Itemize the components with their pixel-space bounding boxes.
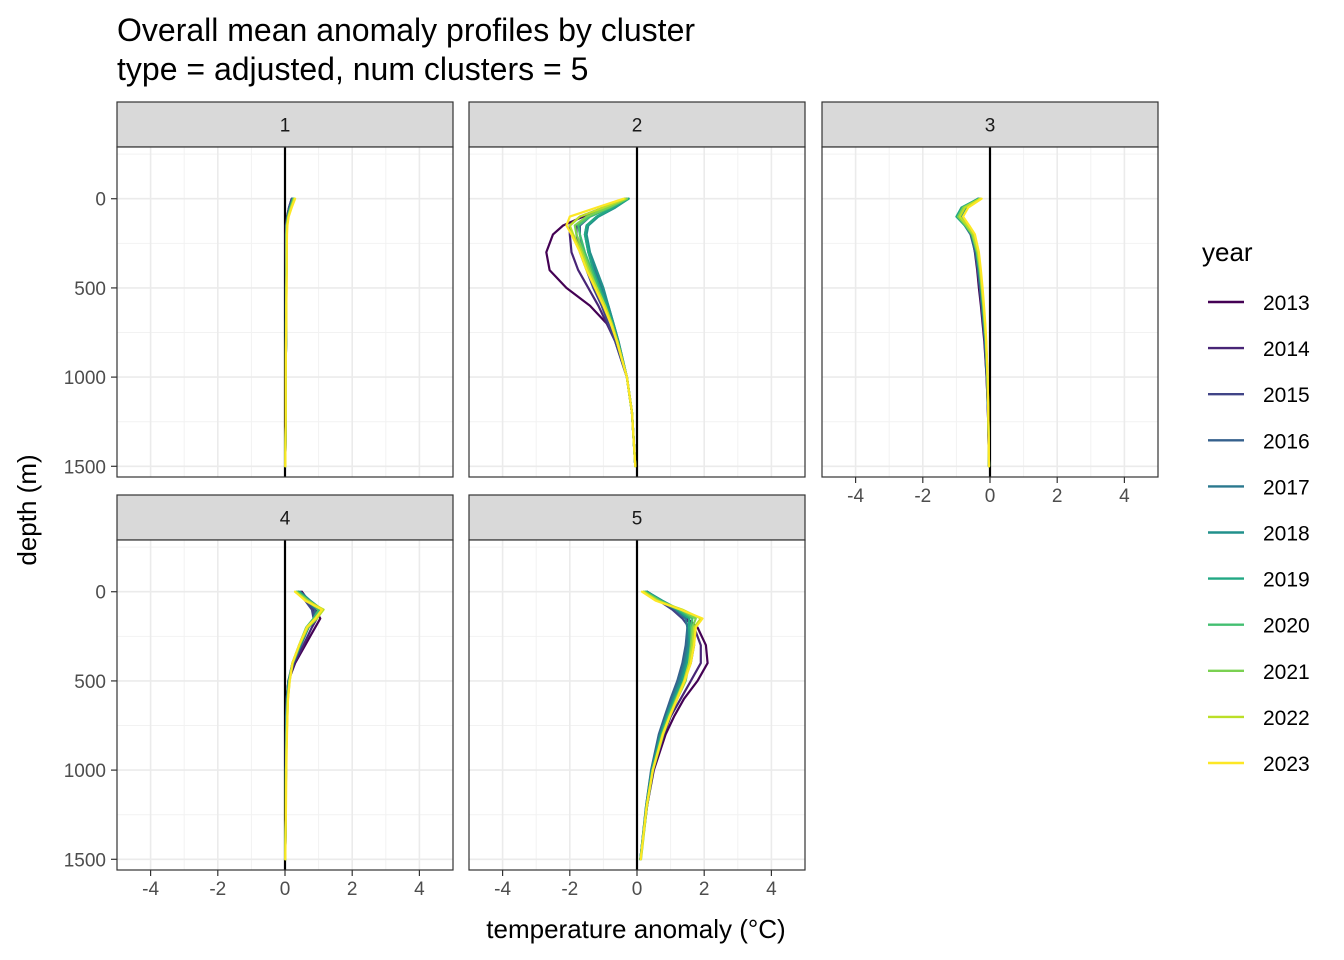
x-tick-label: -2 [914, 486, 931, 507]
panel-border [468, 146, 806, 478]
y-tick-label: 0 [95, 190, 106, 211]
series-line-2023 [284, 197, 297, 468]
series-line-2023 [961, 197, 991, 468]
facet-strip [116, 494, 454, 541]
x-tick-label: 0 [280, 879, 291, 900]
legend-item: 2016 [1208, 430, 1310, 453]
x-tick-label: 4 [414, 879, 425, 900]
y-tick-label: 1500 [64, 457, 106, 478]
series-line-2023 [565, 197, 637, 468]
x-tick-label: 2 [1052, 486, 1063, 507]
x-axis-title: temperature anomaly (°C) [486, 914, 785, 944]
series-line-2023 [639, 590, 704, 861]
legend-label: 2013 [1263, 292, 1310, 315]
legend-item: 2015 [1208, 384, 1310, 407]
legend-label: 2023 [1263, 753, 1310, 776]
legend-item: 2020 [1208, 615, 1310, 638]
legend-label: 2020 [1263, 615, 1310, 638]
legend-label: 2017 [1263, 476, 1310, 499]
facet-strip-label: 1 [280, 116, 291, 137]
facet-panels: 1 0 500 1000 1500 2 3 -4 -2 0 2 4 4 -4 -2 0 2 4 0 500 1000 15… [64, 101, 1159, 900]
x-tick-label: 0 [985, 486, 996, 507]
legend-title: year [1202, 237, 1253, 267]
x-tick-label: 4 [766, 879, 777, 900]
legend-item: 2023 [1208, 753, 1310, 776]
y-tick-label: 500 [74, 279, 106, 300]
x-tick-label: 0 [632, 879, 643, 900]
legend-label: 2015 [1263, 384, 1310, 407]
chart-subtitle: type = adjusted, num clusters = 5 [117, 51, 588, 87]
legend-label: 2021 [1263, 661, 1310, 684]
legend-label: 2022 [1263, 707, 1310, 730]
legend: year 2013 2014 2015 2016 2017 2018 2019 2020 202… [1202, 237, 1310, 776]
facet-strip [116, 101, 454, 148]
legend-item: 2013 [1208, 292, 1310, 315]
y-tick-label: 0 [95, 583, 106, 604]
legend-item: 2019 [1208, 569, 1310, 592]
y-tick-label: 500 [74, 672, 106, 693]
panel-border [116, 146, 454, 478]
x-tick-label: -4 [847, 486, 864, 507]
legend-label: 2018 [1263, 523, 1310, 546]
legend-label: 2019 [1263, 569, 1310, 592]
legend-label: 2014 [1263, 338, 1310, 361]
chart-title: Overall mean anomaly profiles by cluster [117, 12, 695, 48]
legend-label: 2016 [1263, 430, 1310, 453]
series-line-2023 [284, 590, 324, 861]
facet-panel-1: 1 0 500 1000 1500 [64, 101, 454, 478]
y-tick-label: 1000 [64, 761, 106, 782]
x-tick-label: 4 [1119, 486, 1130, 507]
facet-strip-label: 5 [632, 509, 643, 530]
x-tick-label: -4 [142, 879, 159, 900]
x-tick-label: 2 [347, 879, 358, 900]
legend-item: 2021 [1208, 661, 1310, 684]
facet-strip [468, 494, 806, 541]
facet-strip [468, 101, 806, 148]
y-axis-title: depth (m) [12, 454, 42, 565]
legend-item: 2018 [1208, 523, 1310, 546]
y-tick-label: 1500 [64, 850, 106, 871]
legend-item: 2014 [1208, 338, 1310, 361]
facet-panel-3: 3 -4 -2 0 2 4 [821, 101, 1159, 507]
x-tick-label: -2 [209, 879, 226, 900]
legend-item: 2017 [1208, 476, 1310, 499]
facet-strip-label: 4 [280, 509, 291, 530]
facet-panel-4: 4 -4 -2 0 2 4 0 500 1000 1500 [64, 494, 454, 900]
x-tick-label: -2 [561, 879, 578, 900]
x-tick-label: -4 [494, 879, 511, 900]
legend-item: 2022 [1208, 707, 1310, 730]
y-tick-label: 1000 [64, 368, 106, 389]
facet-panel-2: 2 [468, 101, 806, 478]
x-tick-label: 2 [699, 879, 710, 900]
facet-strip-label: 3 [985, 116, 996, 137]
facet-strip-label: 2 [632, 116, 643, 137]
facet-panel-5: 5 -4 -2 0 2 4 [468, 494, 806, 900]
